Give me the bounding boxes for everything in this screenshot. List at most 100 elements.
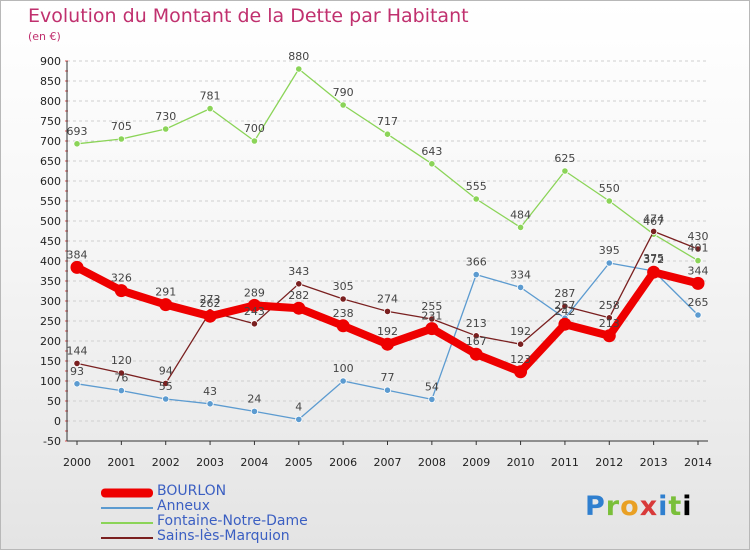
data-label: 100 [333,362,354,375]
data-label: 54 [425,380,439,393]
data-point [425,322,439,336]
data-point [73,140,81,148]
y-tick-label: 600 [40,175,61,188]
data-point [602,329,616,343]
data-label: 43 [203,385,217,398]
data-label: 24 [247,392,261,405]
data-point [295,415,303,423]
data-point [247,298,261,312]
data-label: 274 [377,292,398,305]
data-label: 384 [67,248,88,261]
data-point [206,400,214,408]
data-label: 401 [688,242,709,255]
data-point [558,317,572,331]
data-point [694,256,702,265]
data-point [605,259,613,267]
x-tick-label: 2007 [374,456,402,469]
data-point [250,320,259,328]
data-label: 700 [244,122,265,135]
data-label: 625 [554,152,575,165]
data-point [516,283,525,291]
data-point [694,245,702,253]
data-point [203,309,217,323]
data-label: 282 [288,289,309,302]
data-label: 123 [510,353,531,366]
x-tick-label: 2000 [63,456,91,469]
data-point [206,105,214,113]
data-point [159,298,173,312]
data-label: 192 [510,325,531,338]
legend-swatch [101,500,153,515]
y-tick-label: 400 [40,255,61,268]
legend-swatch [101,515,153,530]
y-tick-label: 450 [40,235,61,248]
x-tick-label: 2013 [640,456,668,469]
data-point [295,280,303,288]
x-tick-label: 2006 [329,456,357,469]
data-point [383,307,392,315]
y-tick-label: -50 [43,435,61,448]
data-label: 93 [70,365,84,378]
data-point [516,340,525,348]
data-point [295,65,303,73]
y-tick-label: 0 [54,415,61,428]
data-point [605,197,613,205]
x-tick-label: 2003 [196,456,224,469]
data-label: 717 [377,115,398,128]
data-point [114,284,128,298]
data-label: 144 [67,344,88,357]
x-tick-label: 2011 [551,456,579,469]
data-label: 262 [200,297,221,310]
data-point [428,395,436,403]
data-label: 258 [599,299,620,312]
y-tick-label: 500 [40,215,61,228]
data-label: 643 [421,145,442,158]
data-label: 781 [200,90,221,103]
data-label: 94 [159,364,173,377]
data-point [472,332,480,340]
x-tick-label: 2014 [684,456,712,469]
data-point [691,276,705,290]
data-label: 550 [599,182,620,195]
data-label: 372 [643,253,664,266]
legend-label: BOURLON [157,483,227,499]
data-label: 257 [554,299,575,312]
legend-swatch [101,530,153,545]
data-point [514,365,528,379]
x-tick-label: 2012 [595,456,623,469]
data-point [469,347,483,361]
data-point [339,295,347,303]
data-point [70,260,84,274]
data-label: 4 [295,400,302,413]
data-point [339,377,347,385]
data-label: 287 [554,287,575,300]
proxiti-logo: Proxiti [585,491,693,522]
data-label: 243 [244,305,265,318]
legend-label: Fontaine-Notre-Dame [157,513,308,529]
y-tick-label: 850 [40,75,61,88]
legend-label: Sains-lès-Marquion [157,528,290,544]
data-label: 291 [155,286,176,299]
data-label: 255 [421,300,442,313]
y-tick-label: 900 [40,55,61,68]
data-point [162,395,170,403]
data-label: 430 [688,230,709,243]
x-tick-label: 2010 [507,456,535,469]
y-tick-label: 750 [40,115,61,128]
x-tick-label: 2005 [285,456,313,469]
data-point [336,319,350,333]
data-point [647,265,661,279]
data-point [117,135,125,143]
data-label: 213 [599,317,620,330]
data-label: 334 [510,268,531,281]
data-label: 55 [159,380,173,393]
data-point [694,311,702,319]
data-label: 192 [377,325,398,338]
data-label: 231 [421,310,442,323]
data-label: 289 [244,286,265,299]
data-label: 395 [599,244,620,257]
data-point [339,101,347,109]
data-label: 730 [155,110,176,123]
data-label: 120 [111,354,132,367]
data-label: 265 [688,296,709,309]
